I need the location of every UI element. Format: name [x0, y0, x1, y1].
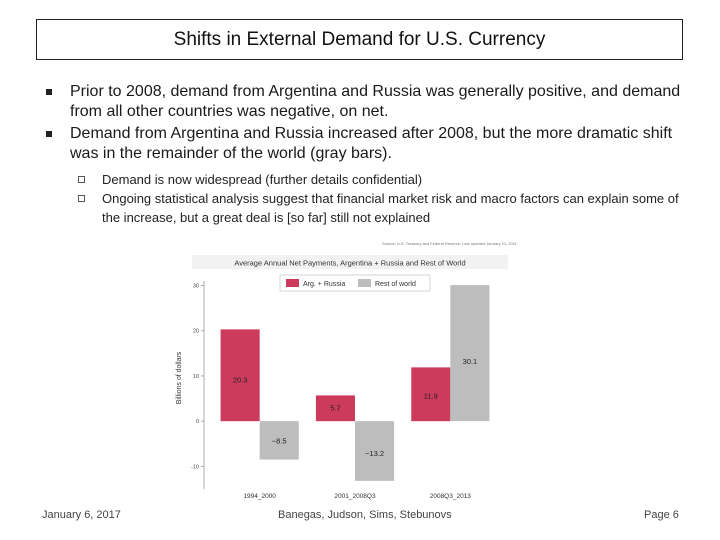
sub-bullet-text: Ongoing statistical analysis suggest tha…: [102, 191, 679, 225]
x-axis: 1994_2000 2001_2008Q3 2008Q3_2013: [243, 493, 471, 500]
x-tick-label: 1994_2000: [243, 493, 276, 500]
bullet-text: Demand from Argentina and Russia increas…: [70, 125, 673, 162]
y-axis: -10 0 10 20 30: [191, 281, 205, 489]
sub-bullet-item: Demand is now widespread (further detail…: [46, 170, 686, 189]
footer-page-number: Page 6: [644, 509, 679, 521]
bar-arg-russia: [220, 329, 260, 422]
y-tick-label: -10: [191, 464, 199, 470]
bar-arg-russia: [315, 395, 355, 422]
slide-title-box: Shifts in External Demand for U.S. Curre…: [36, 19, 683, 60]
footer-date: January 6, 2017: [42, 509, 121, 521]
square-bullet-icon: [46, 131, 52, 137]
bullet-item: Demand from Argentina and Russia increas…: [46, 124, 686, 164]
chart-legend: Arg. + Russia Rest of world: [279, 274, 431, 292]
sub-bullet-text: Demand is now widespread (further detail…: [102, 172, 423, 187]
x-tick-label: 2001_2008Q3: [334, 493, 376, 500]
hollow-square-bullet-icon: [78, 195, 85, 202]
legend-swatch-rest-of-world: [358, 279, 371, 287]
bullet-text: Prior to 2008, demand from Argentina and…: [70, 83, 681, 120]
x-tick-label: 2008Q3_2013: [430, 493, 472, 500]
y-tick-label: 0: [196, 419, 199, 425]
y-tick-label: 30: [193, 284, 199, 290]
slide-title: Shifts in External Demand for U.S. Curre…: [173, 28, 546, 50]
bar-data-label: −8.5: [272, 436, 287, 445]
bar-data-label: 20.3: [233, 376, 248, 385]
bar-data-label: 30.1: [463, 357, 478, 366]
footer-authors: Banegas, Judson, Sims, Stebunovs: [278, 509, 452, 521]
bar-data-label: 11.9: [424, 392, 438, 401]
bar-rest-of-world: [259, 421, 299, 460]
legend-label-rest-of-world: Rest of world: [375, 281, 416, 288]
square-bullet-icon: [46, 89, 52, 95]
y-tick-label: 20: [193, 329, 199, 335]
hollow-square-bullet-icon: [78, 176, 85, 183]
chart-area: Average Annual Net Payments, Argentina +…: [168, 253, 510, 503]
legend-swatch-arg-russia: [286, 279, 299, 287]
chart-title-bar: [192, 255, 508, 269]
chart-source-note: Source: U.S. Treasury and Federal Reserv…: [382, 241, 517, 246]
sub-bullet-item: Ongoing statistical analysis suggest tha…: [46, 189, 686, 227]
bars-group: 20.3 −8.5 5.7 −13.2 11.9 30.1: [220, 285, 490, 481]
bar-arg-russia: [411, 367, 451, 422]
legend-label-arg-russia: Arg. + Russia: [303, 281, 345, 288]
legend-box: [279, 274, 431, 292]
bullet-item: Prior to 2008, demand from Argentina and…: [46, 82, 686, 122]
y-tick-label: 10: [193, 374, 199, 380]
y-axis-label: Billions of dollars: [176, 351, 183, 404]
bullet-list: Prior to 2008, demand from Argentina and…: [46, 82, 686, 227]
bar-rest-of-world: [450, 285, 490, 422]
bar-data-label: 5.7: [330, 403, 340, 412]
chart-title: Average Annual Net Payments, Argentina +…: [234, 259, 465, 268]
net-payments-chart: Average Annual Net Payments, Argentina +…: [176, 255, 508, 500]
bar-rest-of-world: [355, 421, 395, 481]
bar-data-label: −13.2: [365, 449, 384, 458]
